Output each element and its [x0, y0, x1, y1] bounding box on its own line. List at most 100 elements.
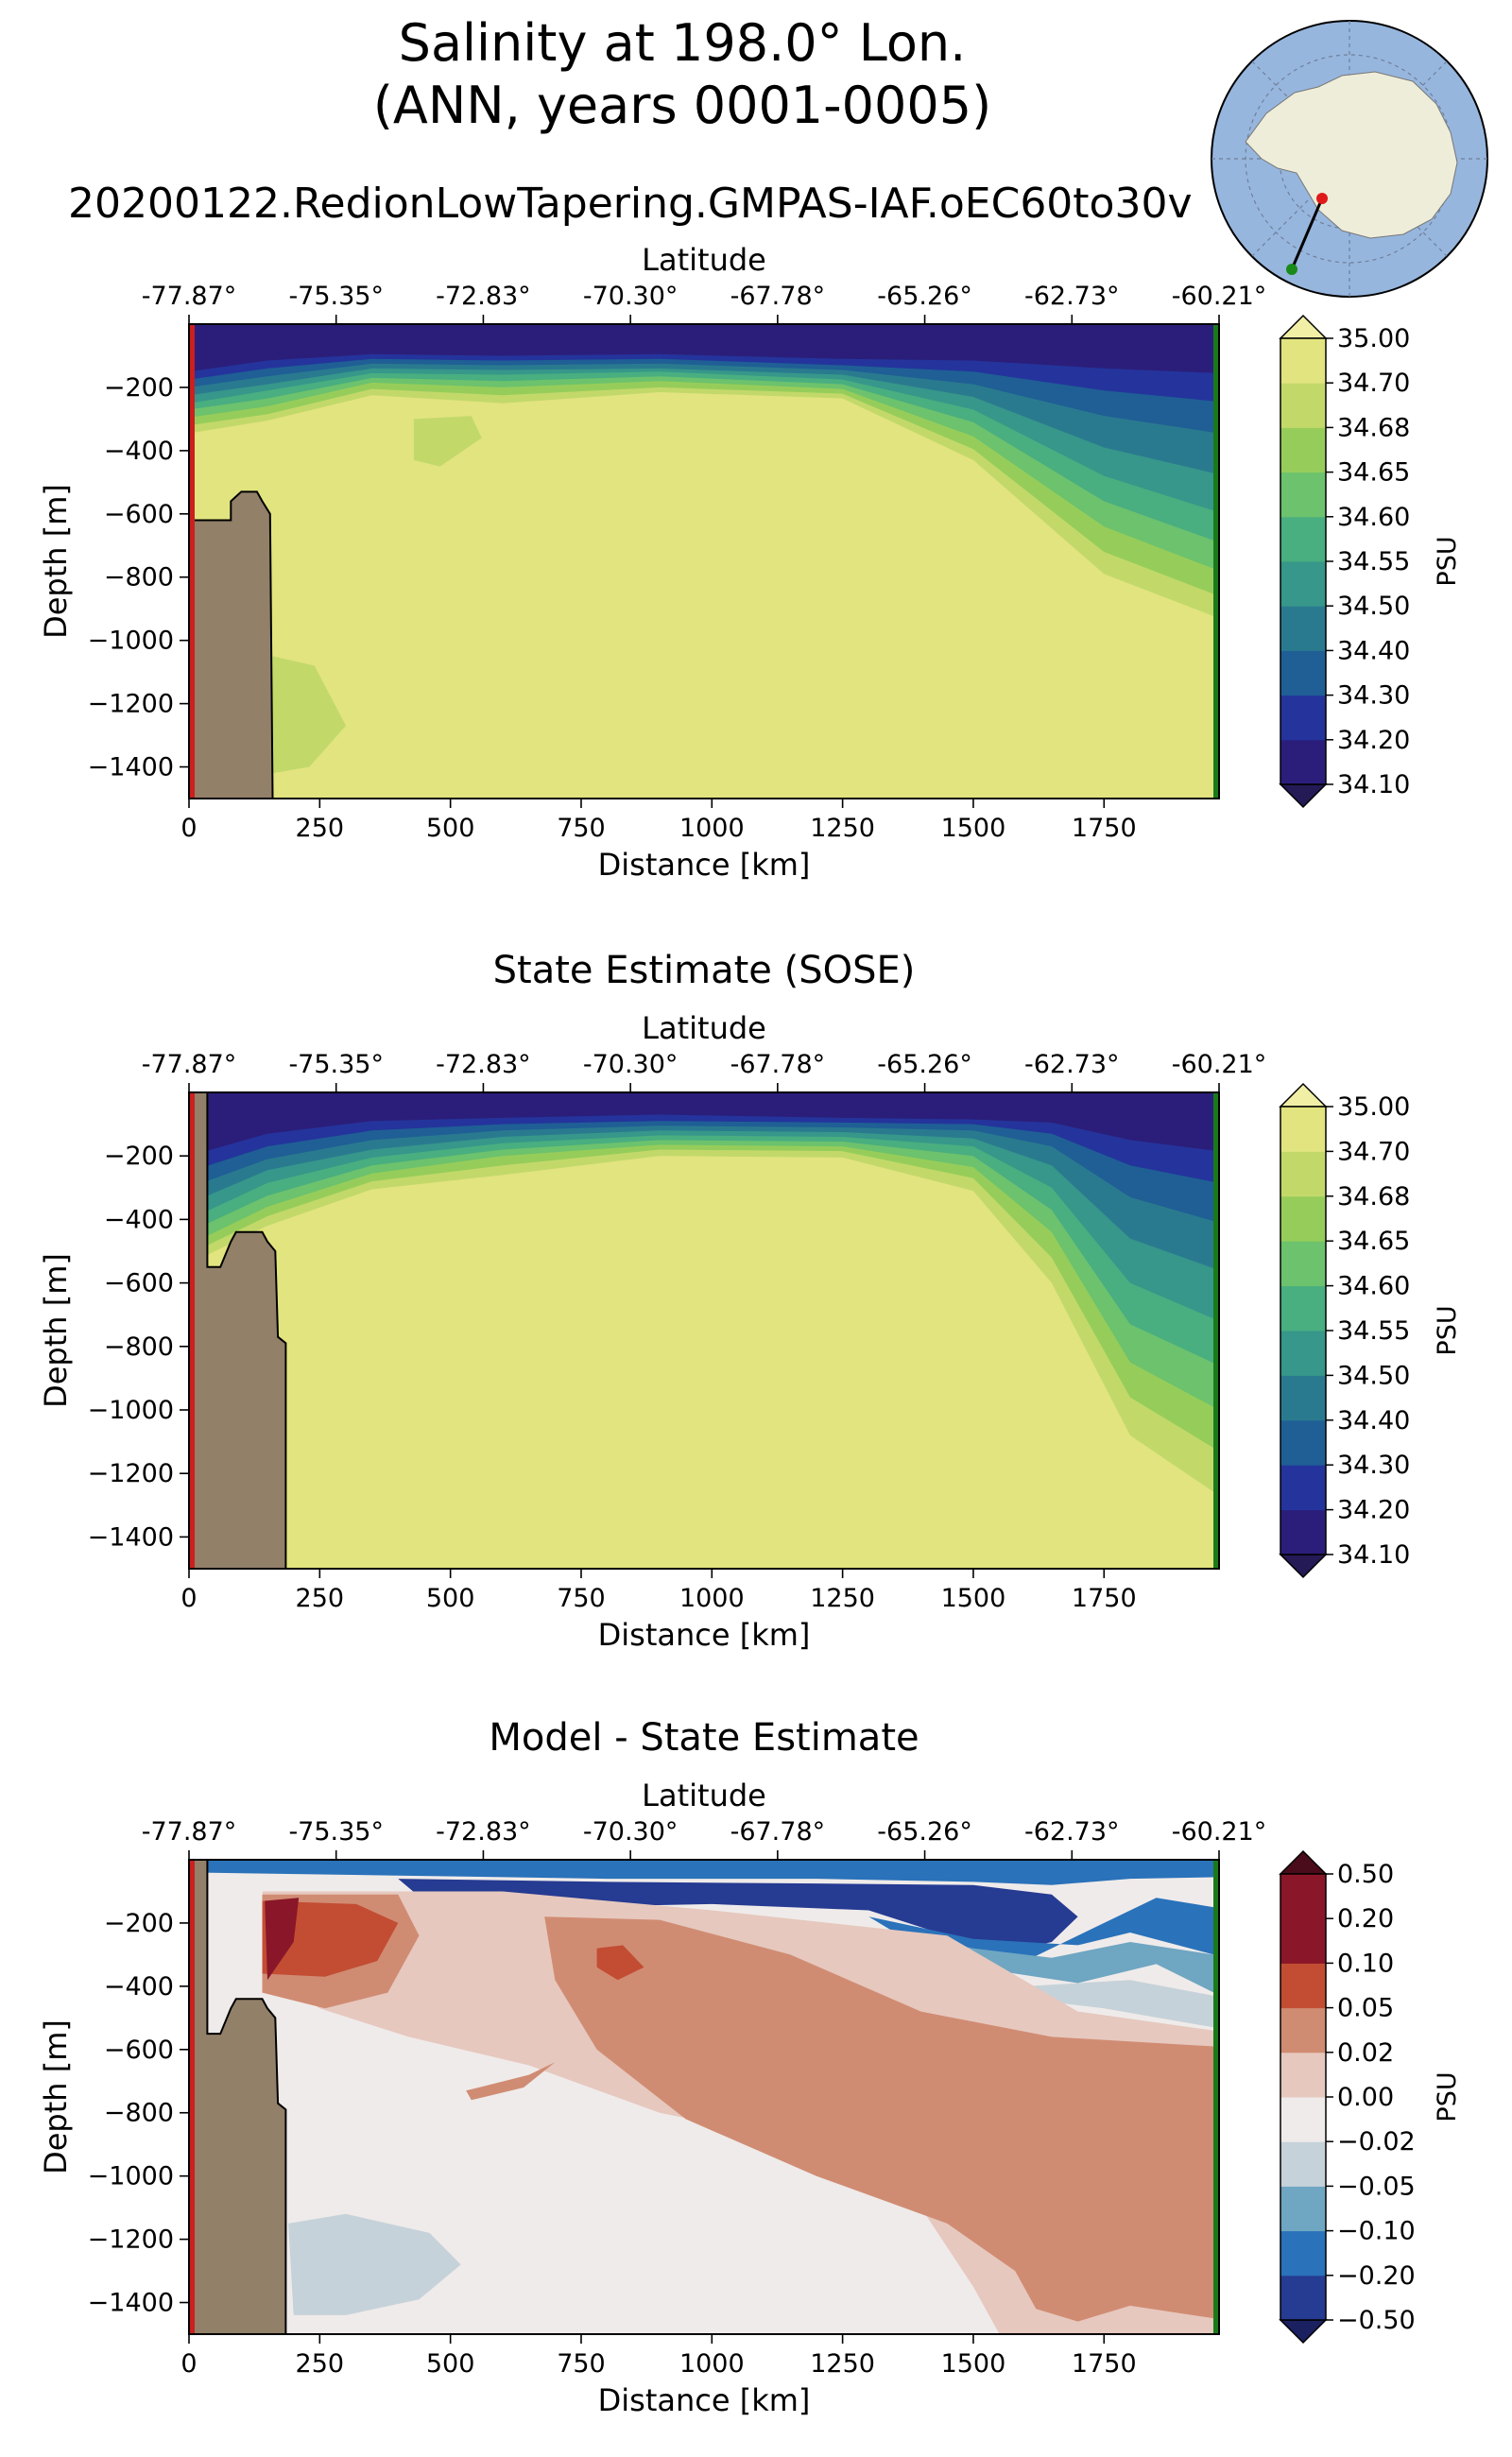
- plot-frame: [188, 1091, 1220, 1570]
- top-tick-label: -72.83°: [436, 282, 531, 311]
- colorbar-segment: [1280, 2230, 1326, 2277]
- contour-patch-2: [895, 1933, 1214, 1993]
- contour-patch-1: [272, 656, 346, 774]
- x-tick-label: 750: [557, 2349, 606, 2379]
- colorbar-tick-label: 34.68: [1337, 1182, 1410, 1211]
- colorbar-tick-label: 34.30: [1337, 681, 1410, 711]
- top-tick-label: -70.30°: [583, 282, 679, 311]
- colorbar-segment: [1280, 739, 1326, 785]
- y-tick-label: −600: [104, 2036, 174, 2065]
- y-axis-label: Depth [m]: [38, 1253, 74, 1408]
- panel-title: Model - State Estimate: [489, 1716, 919, 1760]
- colorbar-segment: [1280, 561, 1326, 607]
- y-axis-label: Depth [m]: [38, 2019, 74, 2174]
- plot-frame: [188, 1859, 1220, 2335]
- colorbar-extend-bottom: [1279, 783, 1328, 809]
- colorbar-segment: [1280, 1419, 1326, 1466]
- top-tick-label: -72.83°: [436, 1050, 531, 1079]
- colorbar-segment: [1280, 1465, 1326, 1511]
- colorbar-tick-label: 0.10: [1337, 1949, 1394, 1978]
- panel-3: 0 250 500 750 1000 1250 1500 1750 Distance [km] -…: [38, 1716, 1462, 2418]
- top-tick-label: -67.78°: [730, 282, 826, 311]
- x-tick-label: 750: [557, 1584, 606, 1613]
- contour-band-1: [189, 1860, 1219, 1885]
- run-name: 20200122.RedionLowTapering.GMPAS-IAF.oEC…: [68, 180, 1193, 228]
- colorbar-tick-label: 0.05: [1337, 1994, 1394, 2023]
- contour-patch-11: [288, 2213, 461, 2315]
- colorbar-segment: [1280, 338, 1326, 384]
- top-tick-label: -65.26°: [877, 1050, 972, 1079]
- colorbar-segment: [1280, 1241, 1326, 1287]
- colorbar-label: PSU: [1433, 536, 1462, 586]
- y-tick-label: −1000: [88, 627, 174, 656]
- colorbar-tick-label: 34.20: [1337, 1496, 1410, 1525]
- x-axis-label: Distance [km]: [598, 847, 811, 883]
- top-tick-label: -62.73°: [1024, 282, 1120, 311]
- y-tick-label: −1000: [88, 2162, 174, 2191]
- x-tick-label: 1000: [679, 2349, 745, 2379]
- colorbar-tick-label: 34.55: [1337, 547, 1410, 576]
- colorbar-segment: [1280, 2007, 1326, 2053]
- section-start-bar: [189, 324, 195, 799]
- colorbar-tick-label: 0.50: [1337, 1860, 1394, 1889]
- colorbar-segment: [1280, 1874, 1326, 1919]
- contour-patch-3: [868, 1948, 1214, 2028]
- colorbar-segment: [1280, 606, 1326, 651]
- top-tick-label: -65.26°: [877, 1817, 972, 1847]
- colorbar-segment: [1280, 427, 1326, 473]
- top-tick-label: -72.83°: [436, 1817, 531, 1847]
- colorbar-segment: [1280, 1151, 1326, 1197]
- x-tick-label: 1750: [1072, 2349, 1137, 2379]
- colorbar-tick-label: 34.30: [1337, 1451, 1410, 1480]
- colorbar-segment: [1280, 2141, 1326, 2187]
- colorbar-segment: [1280, 2052, 1326, 2098]
- section-end-bar: [1213, 324, 1219, 799]
- y-tick-label: −400: [104, 1205, 174, 1234]
- top-tick-label: -60.21°: [1172, 1817, 1267, 1847]
- locator-map: [1211, 20, 1488, 298]
- colorbar-tick-label: −0.05: [1337, 2172, 1416, 2201]
- top-tick-label: -75.35°: [288, 1817, 384, 1847]
- colorbar-label: PSU: [1433, 1305, 1462, 1355]
- colorbar: 34.10 34.20 34.30 34.40 34.50 34.55 34.60 34.65…: [1279, 314, 1462, 809]
- y-tick-label: −400: [104, 1972, 174, 2002]
- x-tick-label: 250: [296, 1584, 345, 1613]
- x-tick-label: 1500: [941, 1584, 1006, 1613]
- figure-title-line1: Salinity at 198.0° Lon.: [399, 13, 967, 73]
- colorbar-tick-label: −0.50: [1337, 2306, 1416, 2335]
- colorbar-segment: [1280, 650, 1326, 696]
- colorbar-tick-label: 0.20: [1337, 1904, 1394, 1933]
- colorbar-segment: [1280, 1195, 1326, 1242]
- colorbar-tick-label: 34.55: [1337, 1316, 1410, 1346]
- colorbar-segment: [1280, 1375, 1326, 1421]
- top-tick-label: -60.21°: [1172, 282, 1267, 311]
- colorbar-tick-label: 34.40: [1337, 636, 1410, 665]
- colorbar-tick-label: 34.70: [1337, 1137, 1410, 1166]
- plot-area: [189, 1092, 1219, 1569]
- colorbar-segment: [1280, 1331, 1326, 1376]
- x-tick-label: 500: [426, 2349, 475, 2379]
- figure-title-line2: (ANN, years 0001-0005): [373, 76, 991, 135]
- top-tick-label: -70.30°: [583, 1050, 679, 1079]
- colorbar-tick-label: 34.50: [1337, 1361, 1410, 1390]
- x-tick-label: 0: [180, 814, 197, 843]
- plot-area: [189, 1860, 1219, 2334]
- colorbar-extend-top: [1279, 1849, 1328, 1875]
- colorbar-segment: [1280, 2275, 1326, 2321]
- x-axis-label: Distance [km]: [598, 2382, 811, 2418]
- top-tick-label: -75.35°: [288, 1050, 384, 1079]
- colorbar-tick-label: 35.00: [1337, 324, 1410, 353]
- y-tick-label: −1200: [88, 2225, 174, 2255]
- section-start-marker: [1316, 193, 1328, 204]
- section-end-bar: [1213, 1092, 1219, 1569]
- colorbar-tick-label: 34.65: [1337, 1227, 1410, 1256]
- y-tick-label: −400: [104, 437, 174, 466]
- section-start-bar: [189, 1092, 195, 1569]
- section-end-marker: [1286, 264, 1297, 275]
- x-tick-label: 250: [296, 814, 345, 843]
- x-axis-label: Distance [km]: [598, 1617, 811, 1653]
- top-tick-label: -67.78°: [730, 1050, 826, 1079]
- y-tick-label: −200: [104, 1142, 174, 1171]
- contour-band-0: [189, 324, 1219, 373]
